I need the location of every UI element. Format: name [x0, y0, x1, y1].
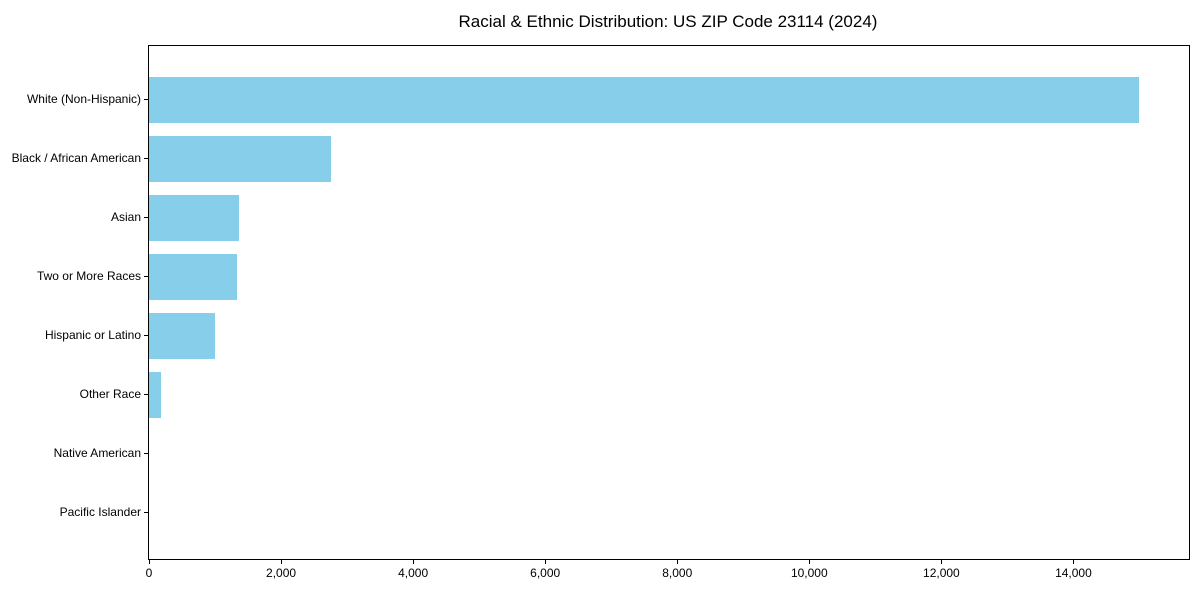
y-tick-mark — [144, 99, 148, 100]
bar — [149, 136, 331, 182]
y-tick-label: White (Non-Hispanic) — [26, 92, 141, 106]
x-tick-label: 8,000 — [662, 566, 693, 580]
bar — [149, 372, 161, 418]
chart-title: Racial & Ethnic Distribution: US ZIP Cod… — [458, 12, 878, 31]
y-tick-mark — [144, 394, 148, 395]
bar — [149, 254, 238, 300]
x-tick-mark — [281, 560, 283, 564]
y-tick-mark — [144, 335, 148, 336]
bar — [149, 77, 1140, 123]
y-tick-mark — [144, 512, 148, 513]
bar — [149, 313, 216, 359]
x-tick-mark — [1073, 560, 1075, 564]
y-tick-label: Black / African American — [11, 151, 141, 165]
plot-area — [148, 45, 1190, 560]
y-tick-mark — [144, 217, 148, 218]
y-tick-mark — [144, 453, 148, 454]
y-tick-label: Pacific Islander — [59, 505, 141, 519]
x-tick-mark — [809, 560, 811, 564]
y-tick-label: Asian — [110, 210, 141, 224]
y-tick-label: Hispanic or Latino — [44, 328, 141, 342]
y-tick-label: Native American — [53, 446, 141, 460]
y-tick-mark — [144, 158, 148, 159]
x-tick-mark — [677, 560, 679, 564]
y-tick-label: Two or More Races — [36, 269, 141, 283]
x-tick-mark — [413, 560, 415, 564]
bar — [149, 195, 240, 241]
x-tick-label: 4,000 — [398, 566, 429, 580]
x-tick-label: 6,000 — [530, 566, 561, 580]
y-tick-label: Other Race — [79, 387, 141, 401]
x-tick-label: 14,000 — [1055, 566, 1092, 580]
x-tick-label: 2,000 — [266, 566, 297, 580]
y-tick-mark — [144, 276, 148, 277]
x-tick-label: 10,000 — [790, 566, 828, 580]
x-tick-mark — [545, 560, 547, 564]
x-tick-label: 12,000 — [923, 566, 960, 580]
x-tick-label: 0 — [145, 566, 153, 580]
x-tick-mark — [149, 560, 150, 564]
x-tick-mark — [941, 560, 943, 564]
